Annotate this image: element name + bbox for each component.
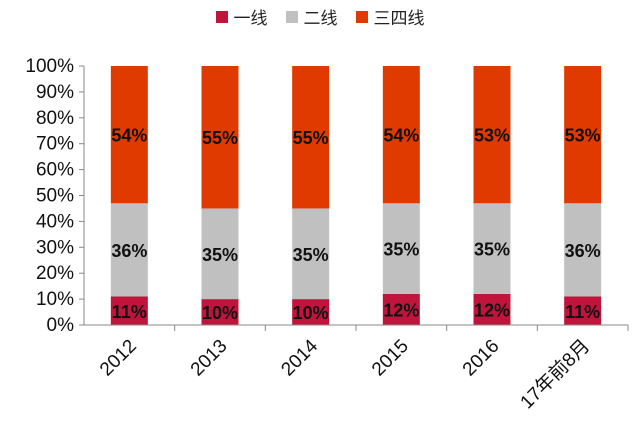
legend-label-tier2: 二线: [303, 9, 338, 28]
x-tick-label: 2013: [187, 336, 232, 381]
x-tick-label: 17年前8月: [516, 335, 594, 413]
bar-segment: [110, 296, 148, 325]
bar-segment: [473, 293, 511, 325]
bar-segment: [382, 66, 420, 204]
bar-segment: [201, 299, 239, 325]
data-label: 55%: [202, 128, 238, 148]
data-label: 35%: [474, 240, 510, 260]
bar-segment: [201, 208, 239, 300]
data-label: 35%: [383, 240, 419, 260]
legend-label-tier1: 一线: [233, 9, 268, 28]
bar-segment: [564, 203, 602, 297]
legend-item-tier34: 三四线: [355, 4, 425, 29]
y-tick-label: 50%: [36, 186, 74, 207]
data-label: 11%: [565, 302, 600, 322]
legend-label-tier34: 三四线: [373, 9, 425, 28]
data-label: 53%: [565, 126, 601, 146]
y-tick-label: 10%: [36, 289, 74, 310]
x-tick-label: 2012: [96, 336, 141, 381]
data-label: 11%: [112, 302, 147, 322]
bar-segment: [473, 66, 511, 204]
bar-segment: [473, 203, 511, 294]
data-label: 54%: [111, 126, 147, 146]
legend-item-tier1: 一线: [215, 4, 268, 29]
y-tick-label: 20%: [36, 263, 74, 284]
y-tick-label: 30%: [36, 237, 74, 258]
legend-swatch-tier1: [215, 10, 228, 23]
data-label: 35%: [293, 245, 329, 265]
y-tick-label: 0%: [47, 315, 75, 336]
data-label: 10%: [202, 303, 238, 323]
data-label: 35%: [202, 245, 238, 265]
bar-segment: [292, 66, 330, 209]
y-tick-label: 70%: [36, 134, 74, 155]
bar-segment: [564, 66, 602, 204]
bar-segment: [382, 293, 420, 325]
legend-swatch-tier2: [285, 10, 298, 23]
legend-item-tier2: 二线: [285, 4, 338, 29]
data-label: 36%: [565, 241, 601, 261]
data-label: 12%: [383, 300, 419, 320]
data-label: 12%: [474, 300, 510, 320]
bar-segment: [564, 296, 602, 325]
data-label: 36%: [111, 241, 147, 261]
data-label: 10%: [293, 303, 329, 323]
x-tick-label: 2014: [277, 335, 322, 380]
bar-segment: [201, 66, 239, 209]
y-tick-label: 60%: [36, 160, 74, 181]
data-label: 55%: [293, 128, 329, 148]
chart-legend: 一线 二线 三四线: [0, 4, 640, 29]
bar-segment: [110, 203, 148, 297]
y-tick-label: 40%: [36, 211, 74, 232]
bar-segment: [110, 66, 148, 204]
y-tick-label: 80%: [36, 108, 74, 129]
y-tick-label: 90%: [36, 82, 74, 103]
data-label: 53%: [474, 126, 510, 146]
data-label: 54%: [383, 126, 419, 146]
x-tick-label: 2015: [368, 336, 413, 381]
x-tick-label: 2016: [459, 336, 504, 381]
y-tick-label: 100%: [25, 56, 74, 77]
bar-segment: [292, 299, 330, 325]
bar-segment: [382, 203, 420, 294]
bar-segment: [292, 208, 330, 300]
legend-swatch-tier34: [355, 10, 368, 23]
